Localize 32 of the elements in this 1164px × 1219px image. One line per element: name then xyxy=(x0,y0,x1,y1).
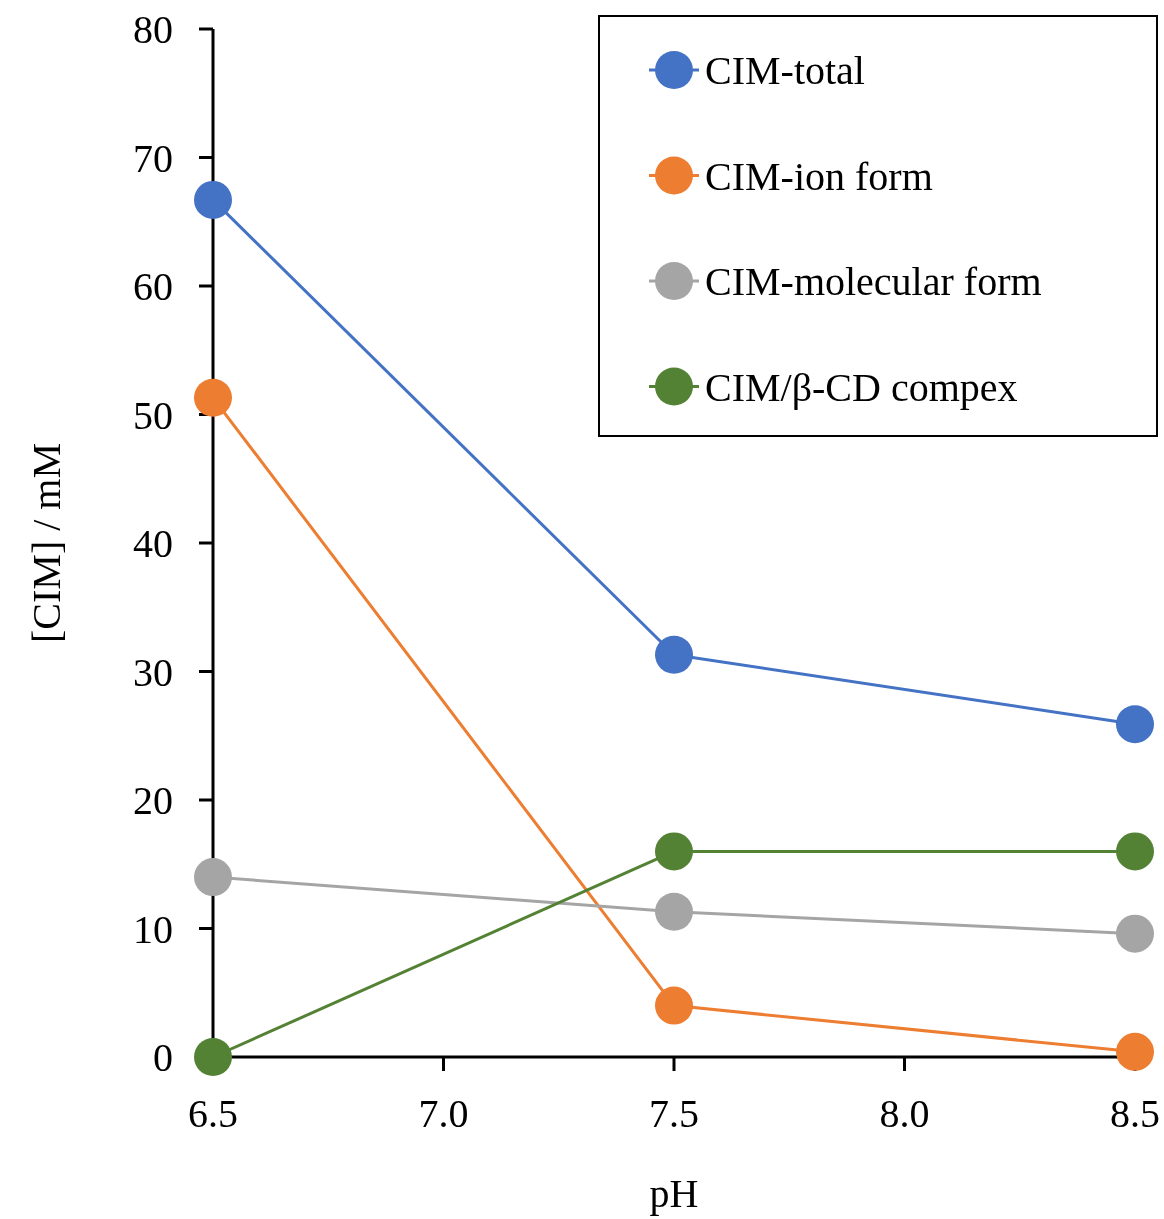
point xyxy=(655,986,693,1025)
x-tick-label: 8.0 xyxy=(879,1091,930,1136)
point xyxy=(194,1038,232,1076)
legend-label: CIM-ion form xyxy=(705,153,933,199)
x-tick-label: 6.5 xyxy=(188,1091,238,1136)
y-tick-label: 30 xyxy=(133,649,173,695)
y-tick-label: 70 xyxy=(133,135,173,181)
point xyxy=(194,180,232,219)
y-tick-label: 0 xyxy=(153,1035,173,1080)
y-tick-label: 60 xyxy=(133,264,173,309)
y-axis-title: [CIM] / mM xyxy=(24,443,69,643)
point xyxy=(655,832,693,871)
point xyxy=(1116,914,1154,953)
y-tick-label: 20 xyxy=(133,778,173,823)
legend-label: CIM-molecular form xyxy=(705,259,1042,304)
y-tick-label: 50 xyxy=(133,392,173,438)
x-tick-label: 8.5 xyxy=(1110,1091,1160,1136)
point xyxy=(1116,1032,1154,1071)
y-tick-label: 40 xyxy=(133,521,173,566)
legend-label: CIM-total xyxy=(705,48,865,93)
y-tick-label: 10 xyxy=(133,906,173,952)
legend-label: CIM/β-CD compex xyxy=(705,364,1018,410)
point xyxy=(655,892,693,931)
point xyxy=(655,635,693,674)
point xyxy=(1116,832,1154,871)
x-axis-title: pH xyxy=(649,1171,699,1216)
point xyxy=(194,858,232,897)
y-tick-label: 80 xyxy=(133,7,173,52)
point xyxy=(194,378,232,417)
x-tick-label: 7.5 xyxy=(649,1091,699,1136)
x-tick-label: 7.0 xyxy=(418,1091,469,1136)
point xyxy=(1116,705,1154,744)
